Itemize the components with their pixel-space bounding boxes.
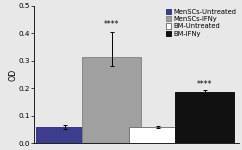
Bar [175, 92, 234, 143]
Text: ****: **** [104, 20, 120, 29]
Text: ****: **** [197, 80, 212, 89]
Bar [129, 127, 188, 143]
Bar [82, 57, 141, 143]
Bar [36, 127, 95, 143]
Legend: MenSCs-Untreated, MenSCs-IFNy, BM-Untreated, BM-IFNy: MenSCs-Untreated, MenSCs-IFNy, BM-Untrea… [165, 8, 237, 38]
Y-axis label: OD: OD [8, 68, 17, 81]
